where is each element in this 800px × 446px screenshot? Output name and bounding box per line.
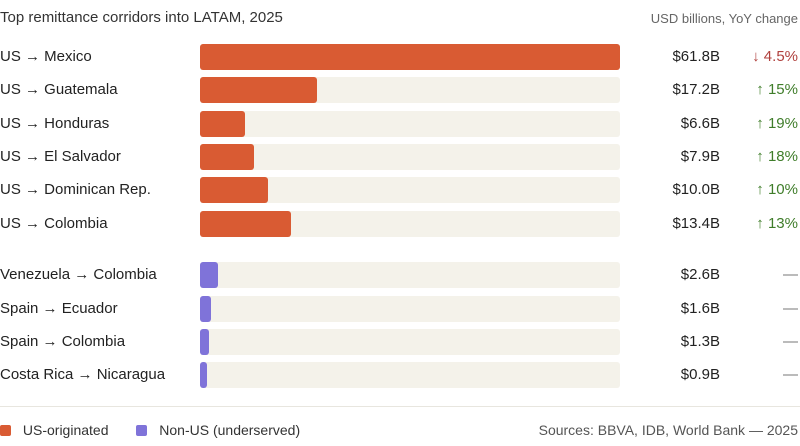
bar-row: US → Mexico $61.8B ↓ 4.5% <box>0 44 800 70</box>
bar-value-label: $0.9B <box>680 366 720 383</box>
bar-track <box>200 44 620 70</box>
bar-value-label: $7.9B <box>680 148 720 165</box>
bar-label: Spain → Ecuador <box>0 300 118 317</box>
bar <box>200 144 254 170</box>
bar-track <box>200 144 620 170</box>
legend: US-originated Non-US (underserved) <box>0 422 324 438</box>
yoy-change-label: ↑ 13% <box>756 215 798 232</box>
bar-label: US → Honduras <box>0 115 110 132</box>
bar <box>200 44 620 70</box>
yoy-change-label: ↓ 4.5% <box>752 48 798 65</box>
bar-track <box>200 77 620 103</box>
yoy-change-label: — <box>783 366 798 383</box>
bar <box>200 77 317 103</box>
yoy-change-label: — <box>783 266 798 283</box>
bar-row: US → Guatemala $17.2B ↑ 15% <box>0 77 800 103</box>
legend-item-us: US-originated <box>0 422 109 438</box>
bar <box>200 177 268 203</box>
legend-swatch-non-us <box>136 425 148 436</box>
yoy-change-label: ↑ 19% <box>756 115 798 132</box>
bar <box>200 211 291 237</box>
bar-label: US → El Salvador <box>0 148 121 165</box>
units-note: USD billions, YoY change <box>650 11 798 26</box>
bar <box>200 362 207 388</box>
bar-label: US → Mexico <box>0 48 92 65</box>
bar-label: Costa Rica → Nicaragua <box>0 366 166 383</box>
bar-label: US → Guatemala <box>0 81 118 98</box>
source-note: Sources: BBVA, IDB, World Bank — 2025 <box>538 422 798 438</box>
bar-value-label: $10.0B <box>672 181 720 198</box>
bar-track <box>200 177 620 203</box>
bar-track <box>200 329 620 355</box>
bar-value-label: $1.6B <box>680 300 720 317</box>
legend-label-us: US-originated <box>22 422 109 438</box>
bar-row: US → Colombia $13.4B ↑ 13% <box>0 211 800 237</box>
yoy-change-label: — <box>783 300 798 317</box>
footer-divider <box>0 406 800 407</box>
bar-label: Venezuela → Colombia <box>0 266 157 283</box>
bar-row: US → Dominican Rep. $10.0B ↑ 10% <box>0 177 800 203</box>
bar-row: Venezuela → Colombia $2.6B — <box>0 262 800 288</box>
bar-value-label: $17.2B <box>672 81 720 98</box>
yoy-change-label: ↑ 18% <box>756 148 798 165</box>
bar-track <box>200 362 620 388</box>
bar-value-label: $13.4B <box>672 215 720 232</box>
bar-value-label: $1.3B <box>680 333 720 350</box>
bar-label: US → Colombia <box>0 215 108 232</box>
yoy-change-label: ↑ 15% <box>756 81 798 98</box>
bar-value-label: $6.6B <box>680 115 720 132</box>
bar-row: Spain → Colombia $1.3B — <box>0 329 800 355</box>
legend-item-non-us: Non-US (underserved) <box>136 422 300 438</box>
bar-row: US → El Salvador $7.9B ↑ 18% <box>0 144 800 170</box>
yoy-change-label: — <box>783 333 798 350</box>
bar <box>200 296 211 322</box>
bar-row: Costa Rica → Nicaragua $0.9B — <box>0 362 800 388</box>
bar <box>200 329 209 355</box>
bar-track <box>200 211 620 237</box>
chart-title: Top remittance corridors into LATAM, 202… <box>0 9 283 26</box>
bar-track <box>200 111 620 137</box>
bar-row: US → Honduras $6.6B ↑ 19% <box>0 111 800 137</box>
bar-row: Spain → Ecuador $1.6B — <box>0 296 800 322</box>
bar <box>200 262 218 288</box>
bar-label: Spain → Colombia <box>0 333 126 350</box>
bar-value-label: $61.8B <box>672 48 720 65</box>
legend-label-non-us: Non-US (underserved) <box>159 422 301 438</box>
bar-track <box>200 262 620 288</box>
yoy-change-label: ↑ 10% <box>756 181 798 198</box>
bar-label: US → Dominican Rep. <box>0 181 151 198</box>
legend-swatch-us <box>0 425 11 436</box>
bar-track <box>200 296 620 322</box>
bar <box>200 111 245 137</box>
bar-value-label: $2.6B <box>680 266 720 283</box>
